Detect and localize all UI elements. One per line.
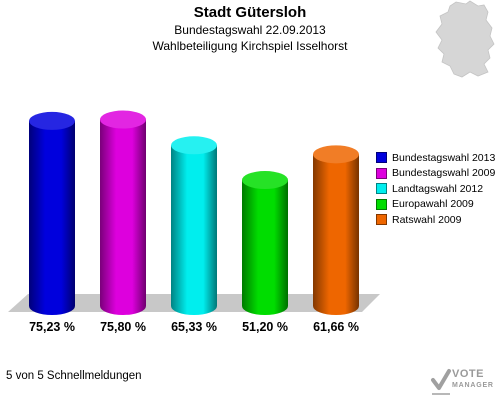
- germany-map-icon: [435, 0, 495, 78]
- bar-body: [29, 120, 75, 315]
- chart-subtitle-election: Bundestagswahl 22.09.2013: [174, 23, 326, 37]
- bar-cap: [313, 145, 359, 164]
- legend-swatch: [376, 167, 387, 179]
- bar: [29, 111, 75, 315]
- value-label: 75,80 %: [100, 320, 146, 334]
- legend-item: Bundestagswahl 2009: [376, 166, 495, 182]
- legend-label: Landtagswahl 2012: [392, 182, 484, 195]
- legend-swatch: [376, 183, 387, 195]
- legend-item: Europawahl 2009: [376, 197, 495, 213]
- value-label: 51,20 %: [242, 320, 288, 334]
- checkmark-icon: [431, 369, 451, 395]
- bar-cap: [171, 136, 217, 155]
- footer-status: 5 von 5 Schnellmeldungen: [6, 370, 142, 382]
- legend-item: Ratswahl 2009: [376, 212, 495, 228]
- bar-body: [313, 154, 359, 315]
- legend-swatch: [376, 198, 387, 210]
- value-label: 75,23 %: [29, 320, 75, 334]
- vote-manager-logo: VOTE MANAGER: [430, 368, 498, 396]
- value-label: 65,33 %: [171, 320, 217, 334]
- chart-legend: Bundestagswahl 2013 Bundestagswahl 2009 La…: [376, 150, 495, 228]
- bar-cap: [100, 110, 146, 129]
- chart-subtitle-topic: Wahlbeteiligung Kirchspiel Isselhorst: [152, 39, 348, 53]
- bar-cap: [29, 111, 75, 130]
- legend-item: Bundestagswahl 2013: [376, 150, 495, 166]
- legend-swatch: [376, 214, 387, 226]
- logo-word-manager: MANAGER: [452, 382, 494, 389]
- bar-cap: [242, 171, 288, 190]
- chart-title: Stadt Gütersloh: [193, 4, 307, 21]
- legend-label: Europawahl 2009: [392, 198, 474, 211]
- bar: [313, 145, 359, 315]
- legend-label: Bundestagswahl 2013: [392, 151, 496, 164]
- bar: [171, 136, 217, 315]
- logo-word-vote: VOTE: [452, 368, 484, 380]
- bar: [242, 171, 288, 315]
- legend-item: Landtagswahl 2012: [376, 181, 495, 197]
- bar-body: [242, 180, 288, 315]
- bar-body: [100, 119, 146, 315]
- bar-body: [171, 145, 217, 315]
- legend-label: Bundestagswahl 2009: [392, 167, 496, 180]
- legend-label: Ratswahl 2009: [392, 213, 462, 226]
- value-label: 61,66 %: [313, 320, 359, 334]
- bar: [100, 110, 146, 315]
- legend-swatch: [376, 152, 387, 164]
